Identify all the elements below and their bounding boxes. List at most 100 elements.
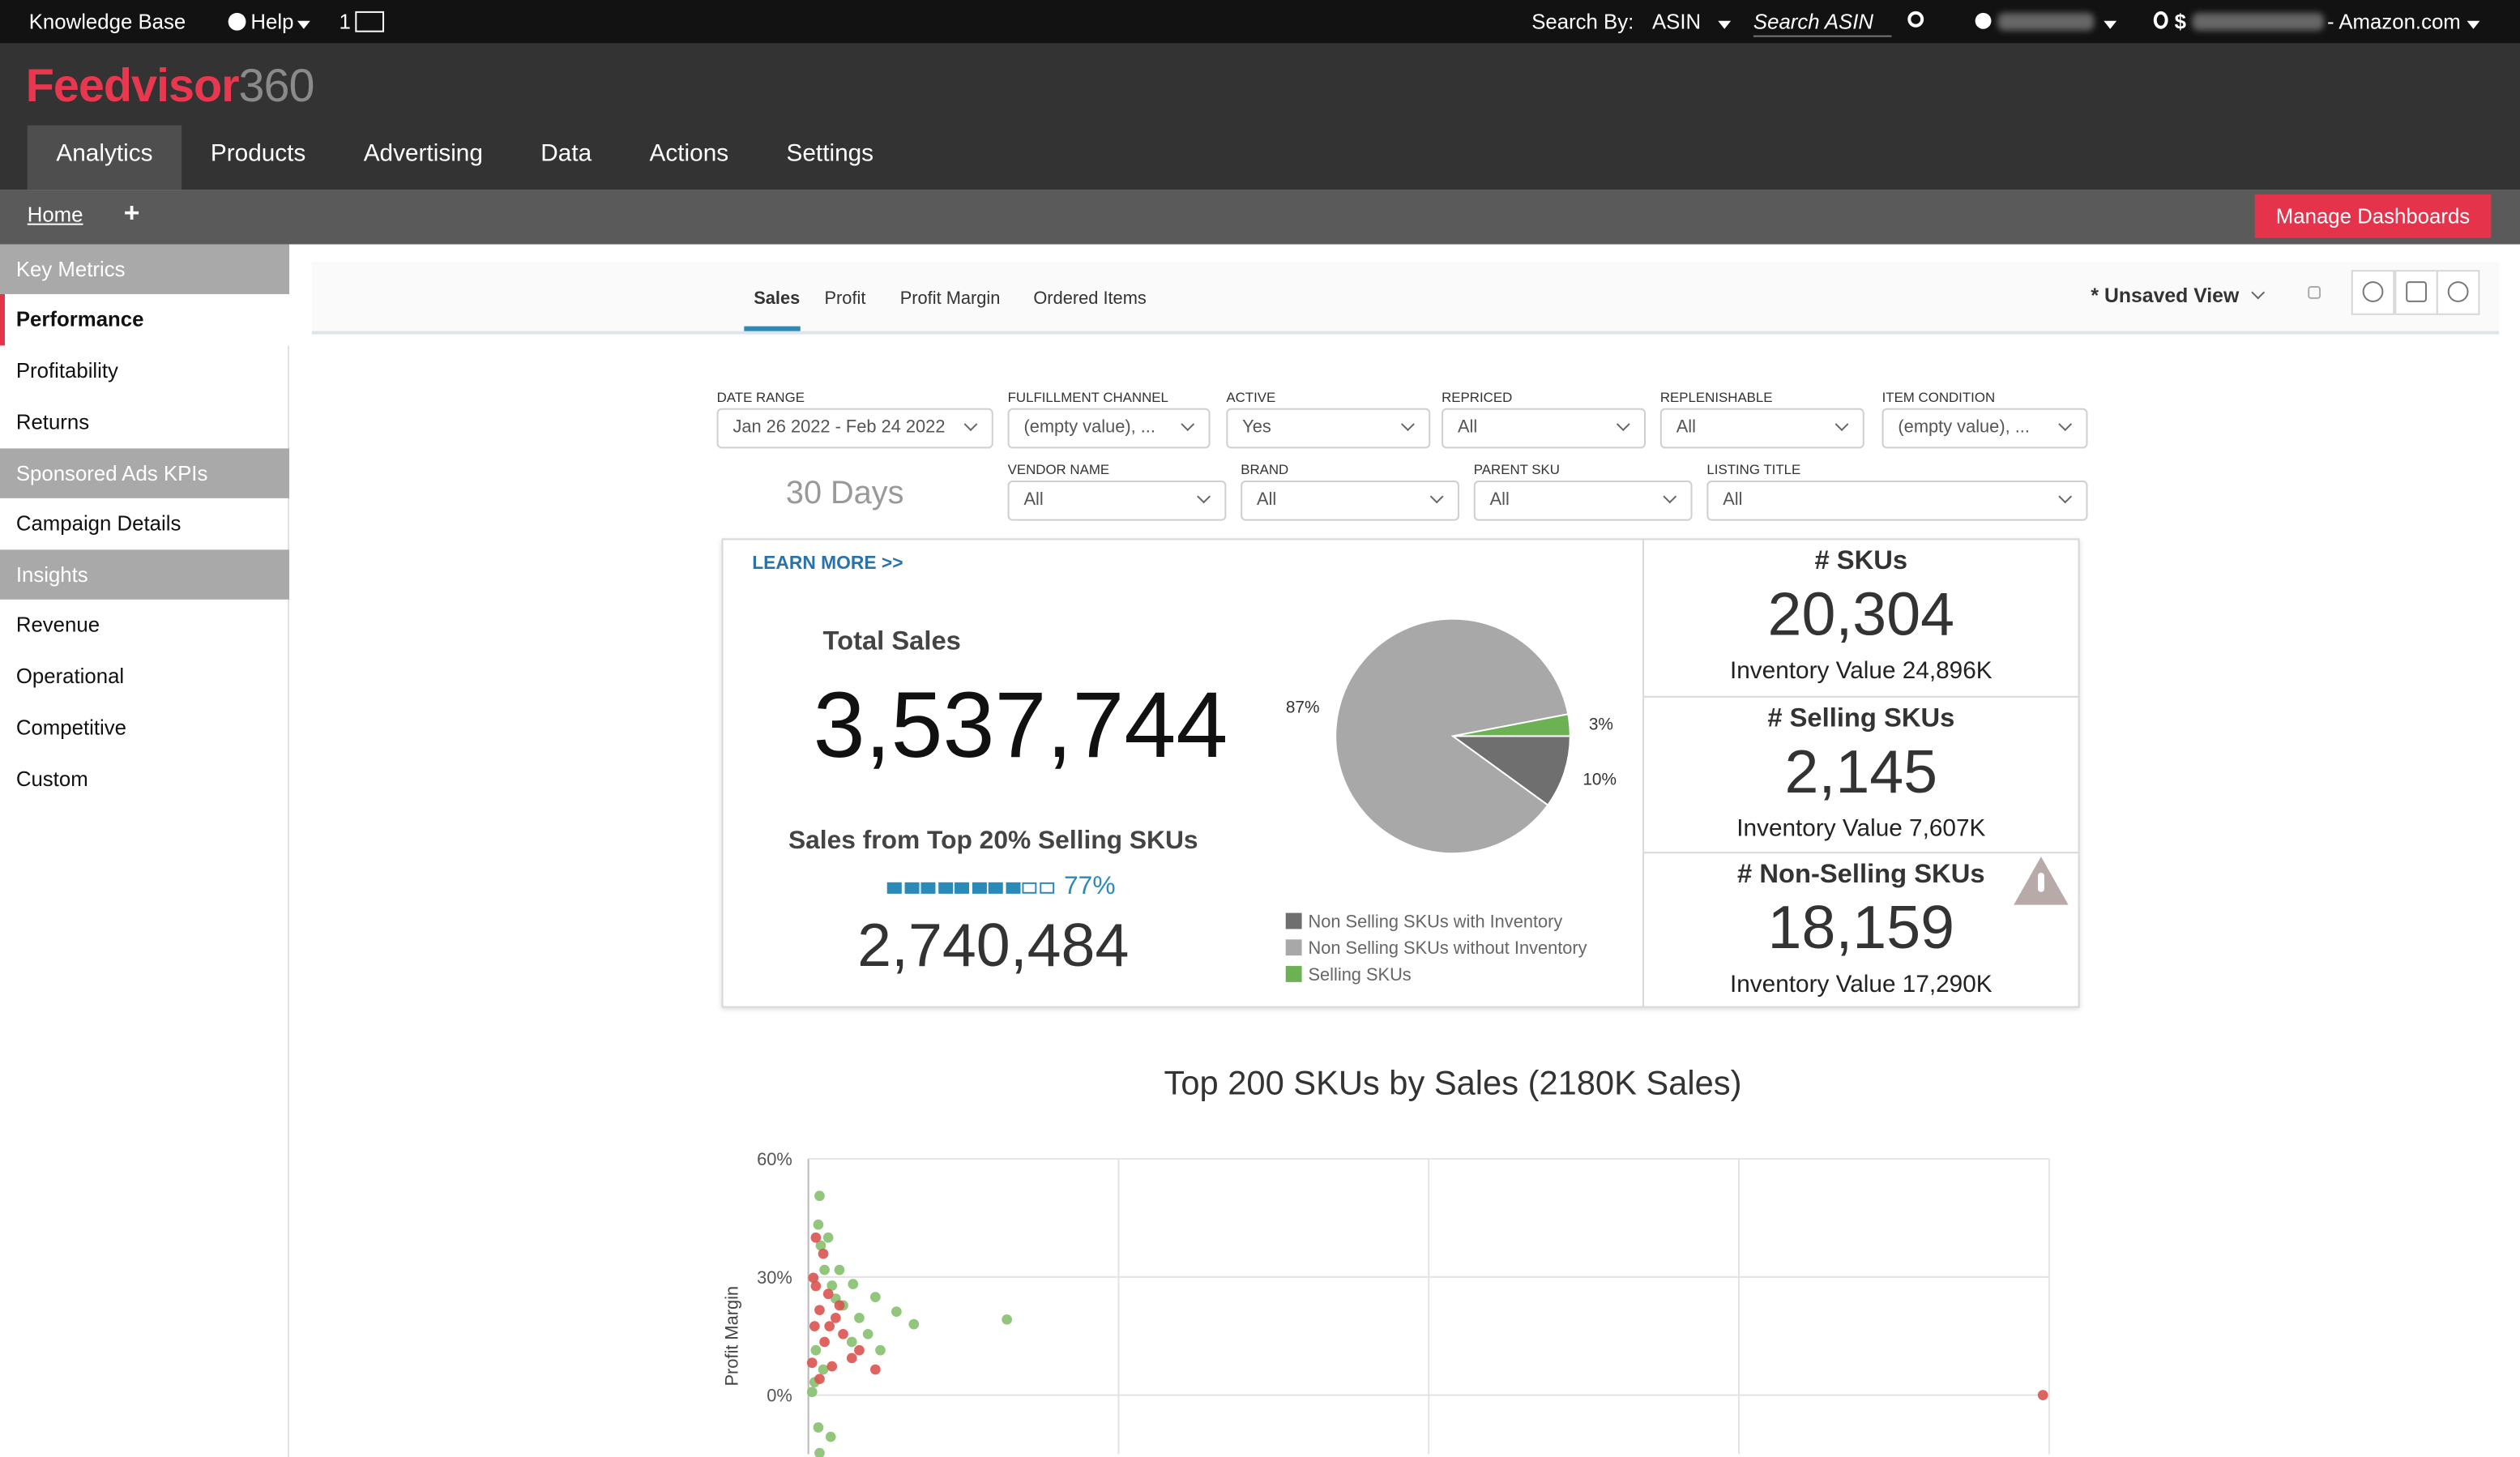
kpi-separator: [1644, 695, 2080, 697]
filter-label: VENDOR NAME: [1008, 461, 1110, 477]
kpi-title: # Selling SKUs: [1767, 703, 1954, 734]
bar-segment: [989, 882, 1003, 894]
sidebar-section: Key Metrics: [0, 244, 289, 293]
filter-value: All: [1723, 490, 1742, 510]
bar-segment: [887, 882, 902, 894]
marketplace-select[interactable]: - Amazon.com: [2327, 10, 2461, 34]
sidebar-item[interactable]: Returns: [0, 397, 289, 448]
nav-tab[interactable]: Data: [512, 126, 621, 190]
kpi-sub: Inventory Value 17,290K: [1730, 971, 1993, 998]
kpi-sub: Inventory Value 24,896K: [1730, 657, 1993, 685]
filter-label: DATE RANGE: [717, 389, 805, 405]
kpi-separator: [1644, 852, 2080, 853]
logo-text: Feedvisor: [26, 61, 239, 112]
sidebar-section: Sponsored Ads KPIs: [0, 448, 289, 498]
blurred-store: [2192, 13, 2324, 31]
filter-label: BRAND: [1241, 461, 1288, 477]
filter-label: LISTING TITLE: [1706, 461, 1800, 477]
filter-label: PARENT SKU: [1474, 461, 1560, 477]
sidebar-item[interactable]: Profitability: [0, 345, 289, 396]
filter-value: All: [1490, 490, 1510, 510]
kpi-value: 2,145: [1784, 738, 1937, 807]
top-sales-label: Sales from Top 20% Selling SKUs: [788, 827, 1198, 857]
nav-tab[interactable]: Actions: [621, 126, 758, 190]
search-icon[interactable]: [1907, 11, 1924, 28]
knowledge-base-link[interactable]: Knowledge Base: [29, 10, 186, 34]
logo-suffix: 360: [239, 61, 314, 112]
help-icon: [229, 13, 246, 31]
bar-segment: [920, 882, 935, 894]
kpi-title: # SKUs: [1814, 546, 1907, 577]
bar-segment: [904, 882, 919, 894]
caret-icon: [1718, 21, 1731, 29]
lock-icon[interactable]: [2308, 286, 2321, 299]
sidebar-item[interactable]: Operational: [0, 651, 289, 702]
help-link[interactable]: Help: [250, 10, 293, 34]
filter-label: ITEM CONDITION: [1882, 389, 1996, 405]
active-tab-underline: [744, 327, 800, 331]
filter-value: All: [1023, 490, 1043, 510]
bar-segment: [955, 882, 969, 894]
bar-segment: [1022, 882, 1036, 894]
filter-label: REPRICED: [1442, 389, 1512, 405]
blurred-user: [1997, 13, 2094, 31]
filter-value: (empty value), ...: [1023, 418, 1155, 438]
kpi-title: # Non-Selling SKUs: [1737, 860, 1985, 891]
card-divider: [1642, 538, 1644, 1007]
nav-tab[interactable]: Advertising: [335, 126, 512, 190]
kpi-value: 20,304: [1768, 582, 1955, 651]
manage-dashboards-button[interactable]: Manage Dashboards: [2255, 194, 2492, 238]
period-label: 30 Days: [786, 476, 904, 513]
logo: Feedvisor360: [26, 61, 314, 113]
sidebar-item[interactable]: Custom: [0, 754, 289, 805]
bar-segment: [938, 882, 952, 894]
caret-icon: [2467, 21, 2480, 29]
nav-tab[interactable]: Settings: [758, 126, 903, 190]
sidebar-item[interactable]: Campaign Details: [0, 498, 289, 549]
filter-value: All: [1257, 490, 1276, 510]
top-share-bar: [887, 882, 1054, 894]
kpi-value: 18,159: [1768, 895, 1955, 964]
total-sales-value: 3,537,744: [814, 672, 1228, 780]
search-by-label: Search By:: [1531, 10, 1634, 34]
bar-segment: [1039, 882, 1053, 894]
filter-value: Yes: [1242, 418, 1271, 438]
report-tab[interactable]: Profit Margin: [900, 289, 1001, 309]
sidebar-section: Insights: [0, 549, 289, 599]
sidebar-item[interactable]: Performance: [0, 294, 289, 345]
report-tab[interactable]: Ordered Items: [1033, 289, 1146, 309]
main-nav: AnalyticsProductsAdvertisingDataActionsS…: [28, 126, 903, 190]
search-field-select[interactable]: ASIN: [1652, 10, 1701, 34]
learn-more-link[interactable]: LEARN MORE >>: [752, 554, 903, 574]
print-button-icon: [2405, 281, 2426, 302]
sidebar-item[interactable]: Revenue: [0, 600, 289, 651]
amazon-icon: [2154, 11, 2168, 29]
schedule-button-icon: [2363, 281, 2384, 302]
filter-label: ACTIVE: [1226, 389, 1275, 405]
filter-label: FULFILLMENT CHANNEL: [1008, 389, 1168, 405]
filter-value: (empty value), ...: [1898, 418, 2029, 438]
home-link[interactable]: Home: [28, 203, 83, 227]
nav-tab[interactable]: Analytics: [28, 126, 182, 190]
filter-value: All: [1676, 418, 1696, 438]
view-select[interactable]: * Unsaved View: [2091, 284, 2239, 307]
caret-icon: [2104, 21, 2116, 29]
sidebar-item[interactable]: Competitive: [0, 703, 289, 754]
filter-select[interactable]: [1706, 481, 2087, 521]
nav-tab[interactable]: Products: [182, 126, 335, 190]
report-tab[interactable]: Sales: [754, 289, 800, 309]
report-tab[interactable]: Profit: [824, 289, 865, 309]
settings-icon[interactable]: [1975, 13, 1992, 29]
sub-bar: [0, 190, 2520, 244]
search-input[interactable]: Search ASIN: [1753, 10, 1892, 37]
bar-segment: [972, 882, 986, 894]
top-share-label: 77%: [1064, 873, 1116, 902]
currency: $: [2175, 10, 2186, 34]
bar-segment: [1006, 882, 1020, 894]
notification-count[interactable]: 1: [340, 10, 351, 34]
add-dashboard[interactable]: +: [124, 198, 140, 230]
book-icon: [355, 11, 384, 32]
total-sales-label: Total Sales: [823, 627, 961, 658]
